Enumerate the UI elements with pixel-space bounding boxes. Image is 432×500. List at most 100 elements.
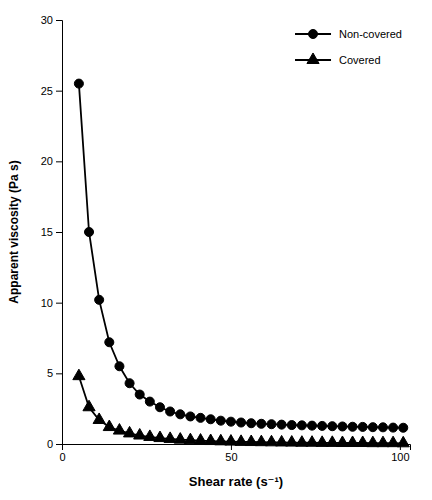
data-point [105, 338, 114, 347]
data-point [125, 379, 134, 388]
data-point [115, 362, 124, 371]
data-point [123, 426, 135, 437]
data-point [348, 422, 357, 431]
data-point [144, 430, 156, 441]
data-point [145, 397, 154, 406]
data-point [338, 422, 347, 431]
data-point [205, 434, 217, 445]
y-tick-mark [56, 373, 62, 374]
data-point [397, 436, 409, 447]
x-axis-title: Shear rate (s⁻¹) [189, 474, 283, 489]
data-point [265, 435, 277, 446]
data-point [287, 421, 296, 430]
data-point [235, 435, 247, 446]
legend: Non-covered Covered [295, 28, 402, 66]
series [73, 369, 410, 447]
data-point [164, 432, 176, 443]
data-point [346, 436, 358, 447]
series [74, 79, 407, 432]
data-point [93, 413, 105, 424]
data-point [215, 434, 227, 445]
data-point [196, 413, 205, 422]
data-point [328, 422, 337, 431]
y-axis: 051015202530 [41, 14, 63, 450]
plot: 050100051015202530 [41, 14, 411, 463]
data-point [255, 435, 267, 446]
y-tick: 20 [41, 155, 62, 167]
y-tick: 5 [47, 367, 62, 379]
data-point [103, 420, 115, 431]
data-point [155, 403, 164, 412]
legend-label: Covered [339, 54, 381, 66]
data-point [318, 421, 327, 430]
data-point [225, 435, 237, 446]
data-point [166, 407, 175, 416]
series-line [79, 84, 403, 428]
y-axis-line [56, 21, 63, 445]
x-tick-label: 100 [391, 451, 409, 463]
y-tick-mark [56, 91, 62, 92]
legend-item: Non-covered [295, 28, 402, 40]
data-point [85, 227, 94, 236]
y-tick-mark [56, 161, 62, 162]
x-tick: 0 [59, 444, 65, 463]
y-tick: 15 [41, 226, 62, 238]
data-point [378, 423, 387, 432]
data-point [257, 419, 266, 428]
data-point [399, 423, 408, 432]
data-point [296, 436, 308, 447]
y-tick: 30 [41, 14, 62, 26]
data-point [74, 79, 83, 88]
data-point [206, 415, 215, 424]
data-point [95, 295, 104, 304]
x-tick: 50 [225, 444, 237, 463]
x-tick-label: 50 [225, 451, 237, 463]
data-point [286, 436, 298, 447]
data-point [83, 400, 95, 411]
data-point [184, 433, 196, 444]
y-tick: 10 [41, 297, 62, 309]
y-tick-mark [56, 444, 62, 445]
data-point [387, 436, 399, 447]
data-point [277, 420, 286, 429]
data-point [267, 420, 276, 429]
data-point [176, 410, 185, 419]
y-tick-label: 5 [47, 367, 53, 379]
data-point [276, 435, 288, 446]
data-point [134, 429, 146, 440]
data-point [297, 421, 306, 430]
y-tick-mark [56, 20, 62, 21]
data-point [186, 412, 195, 421]
chart: 050100051015202530Shear rate (s⁻¹)Appare… [0, 0, 432, 500]
data-point [367, 436, 379, 447]
y-tick-mark [56, 232, 62, 233]
data-point [174, 433, 186, 444]
data-point [247, 419, 256, 428]
marks [73, 79, 410, 447]
data-point [358, 422, 367, 431]
data-point [389, 423, 398, 432]
data-point [154, 431, 166, 442]
x-tick-label: 0 [59, 451, 65, 463]
data-point [357, 436, 369, 447]
y-tick-label: 30 [41, 14, 53, 26]
data-point [336, 436, 348, 447]
data-point [368, 423, 377, 432]
data-point [113, 424, 125, 435]
y-tick-label: 10 [41, 297, 53, 309]
data-point [135, 390, 144, 399]
data-point [308, 421, 317, 430]
y-tick-label: 15 [41, 226, 53, 238]
legend-swatch-marker [309, 29, 318, 38]
y-tick-label: 20 [41, 155, 53, 167]
data-point [194, 434, 206, 445]
data-point [73, 369, 85, 380]
data-point [226, 417, 235, 426]
y-tick-mark [56, 303, 62, 304]
data-point [326, 436, 338, 447]
y-tick-label: 0 [47, 438, 53, 450]
data-point [377, 436, 389, 447]
data-point [216, 416, 225, 425]
legend-label: Non-covered [339, 28, 402, 40]
data-point [245, 435, 257, 446]
